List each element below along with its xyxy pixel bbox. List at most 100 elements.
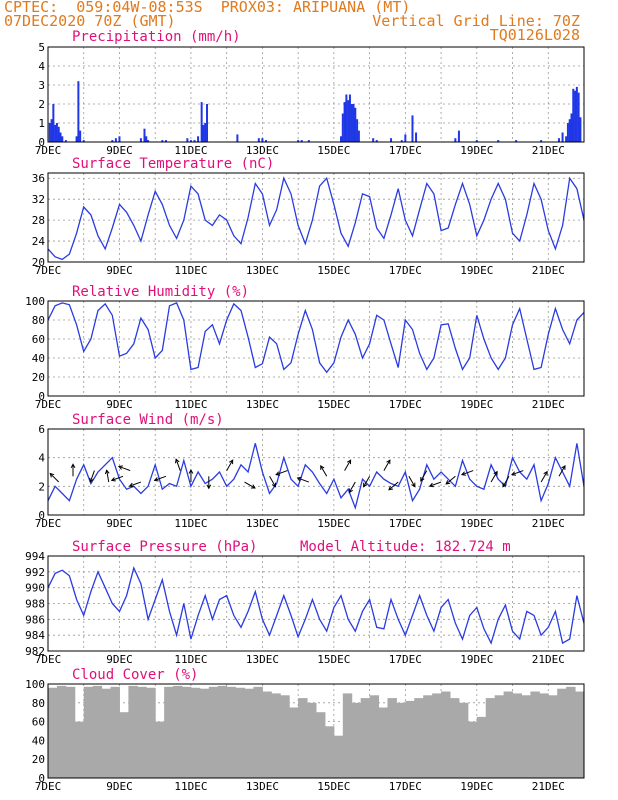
cloud-bar bbox=[369, 695, 380, 778]
precip-bar bbox=[75, 136, 78, 142]
temperature-xtick-label: 11DEC bbox=[174, 264, 207, 277]
cloud-bar bbox=[333, 735, 344, 778]
pressure-series-line bbox=[47, 565, 585, 645]
wind-arrow bbox=[388, 481, 399, 491]
pressure-ytick-label: 984 bbox=[25, 629, 45, 642]
precip-bar bbox=[61, 136, 64, 142]
precip-bar bbox=[357, 130, 360, 142]
wind-frame bbox=[47, 428, 585, 516]
wind-arrow-head bbox=[206, 484, 212, 490]
precip-bar bbox=[345, 94, 348, 142]
humidity-xtick-label: 19DEC bbox=[460, 398, 493, 411]
pressure-xtick-label: 11DEC bbox=[174, 653, 207, 666]
precipitation-frame bbox=[47, 46, 585, 143]
cloud-bar bbox=[378, 707, 388, 778]
precip-bar bbox=[202, 124, 205, 142]
precipitation-xtick-label: 15DEC bbox=[317, 144, 350, 157]
cloud-cover-xtick-label: 17DEC bbox=[389, 780, 422, 793]
header-model-code: TQ0126L028 bbox=[489, 26, 580, 44]
cloud-bar bbox=[423, 695, 433, 778]
cloud-cover-xtick-label: 15DEC bbox=[317, 780, 350, 793]
wind-arrow bbox=[383, 459, 391, 471]
precip-bar bbox=[400, 140, 403, 142]
wind-ytick-label: 4 bbox=[38, 452, 45, 465]
pressure-xtick-label: 13DEC bbox=[246, 653, 279, 666]
precip-bar bbox=[59, 132, 62, 142]
precip-bar bbox=[350, 104, 353, 142]
wind-arrow-head bbox=[493, 470, 498, 476]
wind-title: Surface Wind (m/s) bbox=[72, 412, 224, 428]
precip-bar bbox=[352, 104, 355, 142]
pressure-frame bbox=[47, 555, 585, 652]
wind-xtick-label: 19DEC bbox=[460, 517, 493, 530]
wind-arrow-head bbox=[388, 485, 394, 491]
cloud-bar bbox=[92, 685, 103, 778]
pressure-xtick-label: 19DEC bbox=[460, 653, 493, 666]
temperature-xtick-label: 15DEC bbox=[317, 264, 350, 277]
precip-bar bbox=[52, 104, 55, 142]
humidity-xtick-label: 9DEC bbox=[106, 398, 133, 411]
wind-arrow-head bbox=[411, 482, 416, 488]
precip-bar bbox=[457, 130, 460, 142]
cloud-bar bbox=[324, 726, 335, 778]
pressure-ytick-label: 990 bbox=[25, 582, 45, 595]
wind-arrow bbox=[49, 473, 60, 483]
cloud-bar bbox=[548, 695, 558, 778]
cloud-cover-ytick-label: 20 bbox=[32, 753, 45, 766]
humidity-ytick-label: 60 bbox=[32, 333, 45, 346]
precip-bar bbox=[77, 81, 80, 142]
temperature-xtick-label: 9DEC bbox=[106, 264, 133, 277]
precip-bar bbox=[454, 138, 457, 142]
humidity-ytick-label: 20 bbox=[32, 371, 45, 384]
temperature-xtick-label: 19DEC bbox=[460, 264, 493, 277]
wind-xtick-label: 15DEC bbox=[317, 517, 350, 530]
humidity-xtick-label: 7DEC bbox=[35, 398, 62, 411]
wind-arrow-head bbox=[188, 468, 194, 474]
cloud-cover-xtick-label: 21DEC bbox=[532, 780, 565, 793]
precip-bar bbox=[372, 138, 375, 142]
precip-bar bbox=[566, 123, 569, 142]
wind-arrow-head bbox=[420, 476, 425, 482]
precip-bar bbox=[64, 140, 67, 142]
precip-bar bbox=[575, 86, 578, 142]
cloud-bar bbox=[190, 687, 201, 778]
cloud-bar bbox=[289, 707, 299, 778]
precip-bar bbox=[143, 128, 146, 142]
precip-bar bbox=[565, 136, 568, 142]
pressure-xtick-label: 7DEC bbox=[35, 653, 62, 666]
precip-bar bbox=[236, 134, 239, 142]
cloud-bar bbox=[199, 688, 210, 778]
header-date: 07DEC2020 70Z (GMT) bbox=[4, 12, 176, 30]
temperature-series-line bbox=[47, 176, 585, 261]
wind-ytick-label: 0 bbox=[38, 509, 45, 522]
cloud-cover-ytick-label: 100 bbox=[25, 678, 45, 691]
cloud-bar bbox=[503, 691, 514, 778]
precip-bar bbox=[347, 100, 350, 142]
wind-ytick-label: 2 bbox=[38, 480, 45, 493]
wind-arrow bbox=[558, 465, 566, 477]
precip-bar bbox=[354, 107, 357, 142]
wind-arrow-head bbox=[561, 465, 566, 470]
cloud-bar bbox=[307, 702, 317, 778]
cloud-bar bbox=[494, 695, 505, 778]
precip-bar bbox=[375, 140, 378, 142]
precip-bar bbox=[568, 119, 571, 142]
wind-arrow bbox=[502, 476, 510, 487]
pressure-ytick-label: 992 bbox=[25, 566, 45, 579]
model-altitude-label: Model Altitude: 182.724 m bbox=[300, 539, 511, 555]
precipitation-xtick-label: 9DEC bbox=[106, 144, 133, 157]
humidity-xtick-label: 15DEC bbox=[317, 398, 350, 411]
wind-arrow bbox=[420, 470, 428, 482]
precip-bar bbox=[390, 138, 393, 142]
cloud-bar bbox=[110, 686, 120, 778]
precip-bar bbox=[411, 115, 414, 142]
cloud-bar bbox=[173, 685, 183, 778]
precip-bar bbox=[348, 94, 351, 142]
pressure-xtick-label: 21DEC bbox=[532, 653, 565, 666]
wind-arrow bbox=[348, 481, 356, 493]
cloud-cover-frame bbox=[47, 683, 585, 779]
wind-ytick-label: 6 bbox=[38, 423, 45, 436]
wind-xtick-label: 9DEC bbox=[106, 517, 133, 530]
wind-arrow bbox=[154, 475, 167, 481]
precipitation-ytick-label: 2 bbox=[38, 98, 45, 111]
